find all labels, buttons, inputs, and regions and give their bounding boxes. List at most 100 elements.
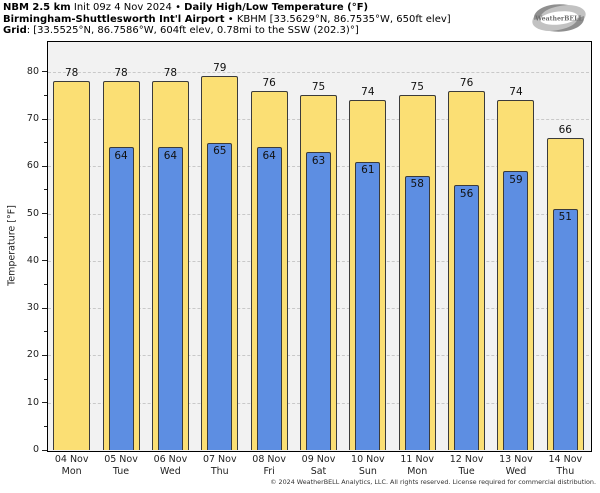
y-tick-label: 10 [26, 396, 39, 408]
x-tick-date: 04 Nov [54, 454, 89, 465]
low-value-label: 65 [213, 145, 227, 158]
grid-label: Grid [3, 25, 27, 36]
y-tick [42, 213, 47, 215]
x-tick-label: 12 Nov Tue [439, 454, 495, 477]
y-minor-tick [44, 142, 47, 144]
x-tick-date: 07 Nov [202, 454, 237, 465]
high-value-label: 78 [64, 67, 79, 80]
low-bar [404, 175, 430, 450]
y-tick-label: 40 [26, 254, 39, 266]
low-value-label: 58 [410, 178, 424, 191]
grid-line [48, 71, 589, 73]
weatherbell-logo: WeatherBELL [524, 1, 594, 35]
x-tick-date: 10 Nov [351, 454, 385, 465]
x-tick-weekday: Sun [358, 465, 377, 477]
x-tick-date: 14 Nov [548, 454, 583, 465]
high-value-label: 74 [509, 86, 523, 99]
x-tick-weekday: Thu [556, 465, 575, 477]
y-minor-tick [44, 189, 47, 191]
x-tick-weekday: Mon [61, 465, 82, 477]
low-value-label: 64 [262, 149, 276, 162]
y-tick [42, 165, 47, 167]
x-tick-date: 12 Nov [449, 454, 484, 465]
x-tick-weekday: Wed [505, 465, 527, 477]
high-value-label: 76 [459, 76, 474, 89]
x-tick-label: 05 Nov Tue [93, 454, 149, 477]
y-tick [42, 402, 47, 404]
x-tick-label: 09 Nov Sat [291, 454, 347, 477]
high-bar [53, 81, 91, 450]
y-tick-label: 50 [26, 207, 39, 219]
y-minor-tick [44, 378, 47, 380]
header-line-1: NBM 2.5 km Init 09z 4 Nov 2024 • Daily H… [3, 2, 451, 14]
x-tick-label: 06 Nov Wed [142, 454, 198, 477]
low-bar [256, 147, 282, 450]
y-minor-tick [44, 284, 47, 285]
x-tick-label: 08 Nov Fri [241, 454, 297, 477]
logo-text: WeatherBELL [534, 16, 583, 23]
low-value-label: 64 [163, 149, 178, 162]
low-value-label: 64 [114, 149, 128, 162]
header-line-3: Grid: [33.5525°N, 86.7586°W, 604ft elev,… [3, 25, 451, 37]
y-tick-label: 70 [26, 113, 39, 125]
logo-swirl-icon: WeatherBELL [532, 4, 586, 32]
x-tick-date: 08 Nov [252, 454, 286, 465]
high-value-label: 75 [410, 81, 424, 94]
x-tick-label: 13 Nov Wed [488, 454, 544, 477]
y-axis-label: Temperature [°F] [6, 205, 18, 286]
high-value-label: 79 [213, 62, 227, 75]
y-tick [42, 71, 47, 73]
y-tick [42, 118, 47, 120]
x-tick-date: 13 Nov [499, 454, 533, 465]
low-bar [552, 208, 578, 450]
grid-coords: : [33.5525°N, 86.7586°W, 604ft elev, 0.7… [26, 25, 359, 36]
y-tick-label: 20 [26, 349, 39, 361]
low-value-label: 59 [509, 173, 523, 186]
high-value-label: 74 [361, 86, 375, 99]
chart-title: Daily High/Low Temperature (°F) [184, 2, 369, 13]
low-value-label: 51 [558, 211, 572, 224]
low-bar [454, 185, 480, 450]
y-tick-label: 30 [26, 302, 39, 314]
init-time: Init 09z 4 Nov 2024 • [70, 2, 185, 13]
header-line-2: Birmingham-Shuttlesworth Int'l Airport •… [3, 14, 451, 26]
y-minor-tick [44, 331, 47, 333]
station-name: Birmingham-Shuttlesworth Int'l Airport [3, 13, 225, 25]
x-tick-weekday: Tue [112, 465, 130, 477]
x-tick-weekday: Tue [458, 465, 475, 477]
y-minor-tick [44, 94, 47, 96]
low-value-label: 61 [361, 164, 375, 177]
x-tick-date: 05 Nov [104, 454, 138, 465]
x-tick-label: 07 Nov Thu [192, 454, 248, 477]
low-value-label: 63 [311, 154, 326, 167]
y-tick-label: 0 [32, 444, 39, 455]
high-value-label: 78 [114, 67, 128, 80]
x-tick-weekday: Fri [263, 465, 275, 477]
x-tick-label: 10 Nov Sun [340, 454, 396, 477]
high-value-label: 78 [163, 67, 178, 80]
high-value-label: 76 [262, 76, 276, 89]
x-tick-weekday: Mon [407, 465, 428, 477]
y-tick [42, 354, 47, 356]
model-name: NBM 2.5 km [3, 2, 71, 13]
copyright-notice: © 2024 WeatherBELL Analytics, LLC. All r… [270, 478, 596, 486]
y-tick-label: 60 [26, 160, 39, 172]
x-tick-label: 04 Nov Mon [44, 454, 100, 477]
high-value-label: 66 [558, 123, 572, 136]
y-tick [42, 307, 47, 309]
low-bar [503, 171, 529, 450]
low-bar [355, 161, 381, 450]
x-tick-label: 11 Nov Mon [389, 454, 445, 477]
x-tick-date: 09 Nov [301, 454, 336, 465]
low-bar [207, 142, 233, 450]
y-minor-tick [44, 425, 47, 427]
x-tick-weekday: Thu [210, 465, 229, 477]
x-tick-label: 14 Nov Thu [537, 454, 593, 477]
x-tick-date: 06 Nov [153, 454, 188, 465]
low-bar [108, 147, 134, 450]
y-tick-label: 80 [26, 65, 39, 77]
y-tick [42, 449, 47, 451]
chart-header: NBM 2.5 km Init 09z 4 Nov 2024 • Daily H… [3, 2, 451, 37]
